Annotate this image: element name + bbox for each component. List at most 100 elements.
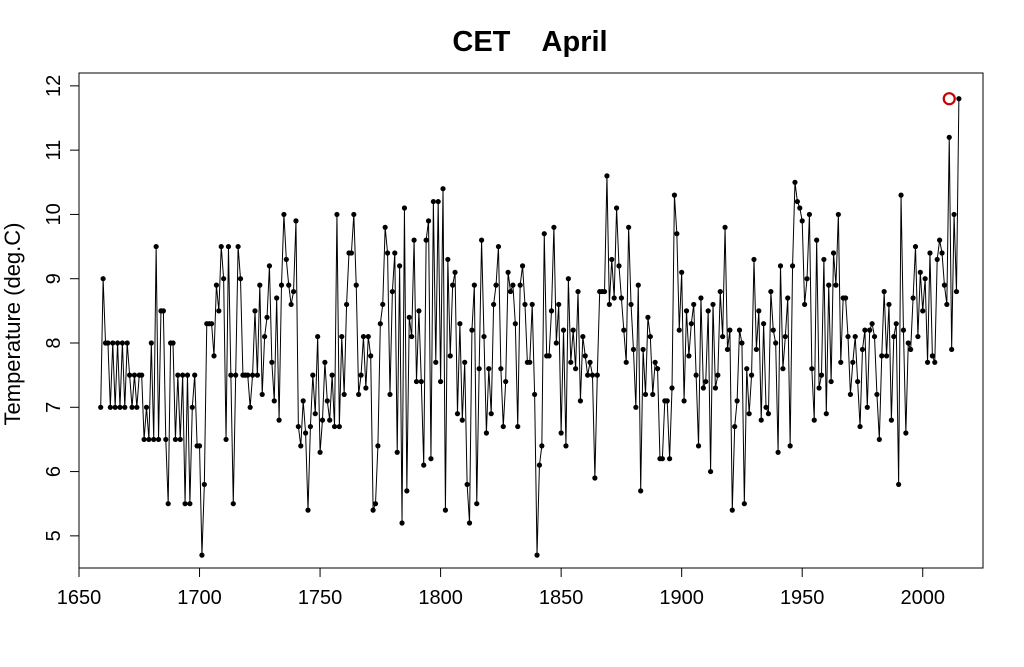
data-point [274,295,280,301]
data-point [565,276,571,282]
data-point [196,443,203,449]
data-point [423,237,429,243]
data-point [353,282,359,288]
data-point [753,346,760,353]
data-point [187,501,193,507]
data-point [922,276,928,282]
y-tick-label: 8 [43,337,65,348]
data-point [635,282,641,288]
data-point [327,417,333,423]
data-point [739,340,745,346]
data-point [667,456,673,462]
data-point [773,340,779,346]
data-point [134,404,140,410]
data-point [809,366,815,372]
data-point [416,308,422,314]
data-point [221,276,227,282]
data-point [208,321,215,327]
data-point [435,198,441,205]
data-point [768,288,774,295]
x-axis: 1650 1700 1750 1800 1850 1900 1950 2000 [57,567,945,609]
data-point [495,243,502,250]
highlight-circle [942,92,956,106]
data-point [110,340,116,346]
data-point [295,423,301,430]
data-point [462,359,468,365]
data-point [847,391,854,398]
data-series [98,96,962,558]
data-point [98,404,104,410]
data-point [589,372,596,378]
data-point [505,269,511,275]
data-point [377,321,383,327]
data-point [864,404,870,410]
data-point [609,256,615,263]
data-point [618,295,625,301]
y-axis-label: Temperature (deg.C) [0,223,25,426]
data-point [710,301,716,308]
data-point [368,353,374,359]
data-point [127,372,133,378]
data-point [474,501,480,507]
x-tick-label: 1850 [539,587,584,609]
data-point [175,372,181,378]
data-point [910,295,916,301]
data-point [683,308,690,314]
data-point [317,449,323,455]
data-point [151,436,157,443]
data-point [570,327,576,333]
data-point [351,211,357,218]
data-point [712,385,719,391]
data-point [271,398,277,404]
data-point [310,372,316,378]
data-point [891,333,897,340]
data-point [452,269,458,275]
data-point [816,385,822,391]
data-point [898,192,904,198]
y-tick-label: 7 [43,402,65,413]
data-point [763,404,769,410]
data-point [741,501,747,507]
data-point [389,288,395,295]
data-point [129,404,135,410]
data-point [905,340,911,346]
data-point [912,243,919,250]
data-point [794,198,800,205]
data-point [503,378,509,385]
data-point [594,372,600,378]
data-point [842,295,849,301]
data-point [324,398,330,404]
data-point [715,372,721,378]
data-point [647,333,653,340]
data-point [107,404,113,410]
data-point [606,301,612,308]
data-point [418,378,424,385]
data-point [245,372,251,378]
data-point [182,501,188,507]
data-point [394,449,400,455]
x-tick-label: 1750 [298,587,343,609]
data-point [529,301,535,308]
data-point [510,282,516,288]
data-point [486,366,492,372]
data-point [797,205,803,211]
chart-title: CET April [452,26,607,58]
data-point [654,366,661,372]
data-point [761,321,767,327]
data-point [585,372,591,378]
data-point [734,398,740,404]
data-point [259,391,265,398]
data-point [387,391,393,398]
data-point [384,250,391,256]
data-point [336,423,342,430]
data-point [664,398,670,404]
data-point [146,436,152,443]
data-point [818,372,825,378]
data-point [117,404,123,410]
data-point [650,391,656,398]
data-point [659,456,665,462]
data-point [823,411,829,417]
data-point [447,353,453,359]
data-point [307,423,314,430]
data-point [478,237,485,243]
